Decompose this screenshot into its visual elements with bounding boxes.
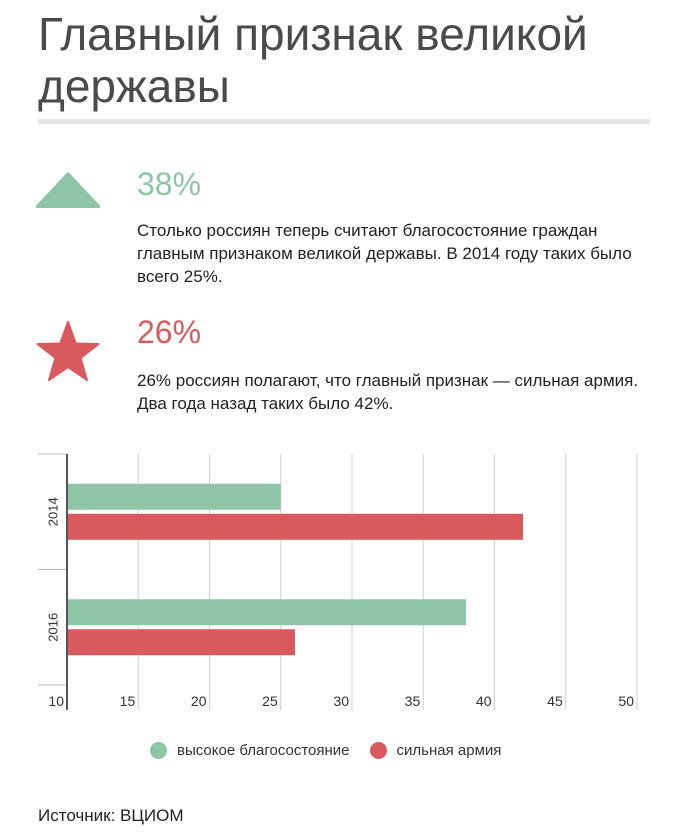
category-label: 2014 [45, 497, 60, 526]
legend-dot-army [369, 742, 387, 759]
bar [67, 483, 281, 510]
source-note: Источник: ВЦИОМ [38, 806, 184, 825]
bar-chart: 2014 2016 10 15 20 25 30 35 40 45 50 [38, 453, 638, 710]
title-divider [38, 119, 650, 124]
legend-item-welfare: высокое благосостояние [150, 742, 350, 759]
star-icon [36, 321, 100, 381]
legend-item-army: сильная армия [369, 742, 502, 759]
legend-label-welfare: высокое благосостояние [177, 742, 350, 759]
bar [67, 629, 295, 656]
fact-text-army: 26% россиян полагают, что главный призна… [137, 371, 639, 413]
tick-label: 30 [333, 693, 349, 709]
category-label: 2016 [45, 613, 60, 642]
fact-value-welfare: 38% [137, 166, 202, 202]
tick-label: 25 [262, 693, 278, 709]
tick-label: 10 [48, 693, 64, 709]
tick-label: 35 [405, 693, 421, 709]
tick-label: 40 [476, 693, 492, 709]
chart-legend: высокое благосостояние сильная армия [150, 742, 521, 759]
fact-text-welfare: Столько россиян теперь считают благосост… [137, 221, 632, 286]
page-title: Главный признак великой державы [38, 8, 588, 112]
fact-value-army: 26% [137, 314, 202, 350]
tick-label: 20 [191, 693, 207, 709]
tick-label: 50 [618, 693, 634, 709]
legend-dot-welfare [150, 742, 167, 759]
tick-label: 45 [547, 693, 563, 709]
tick-label: 15 [120, 693, 136, 709]
legend-label-army: сильная армия [396, 742, 502, 759]
bar [67, 513, 523, 540]
triangle-up-icon [35, 172, 101, 208]
bar [67, 599, 466, 626]
